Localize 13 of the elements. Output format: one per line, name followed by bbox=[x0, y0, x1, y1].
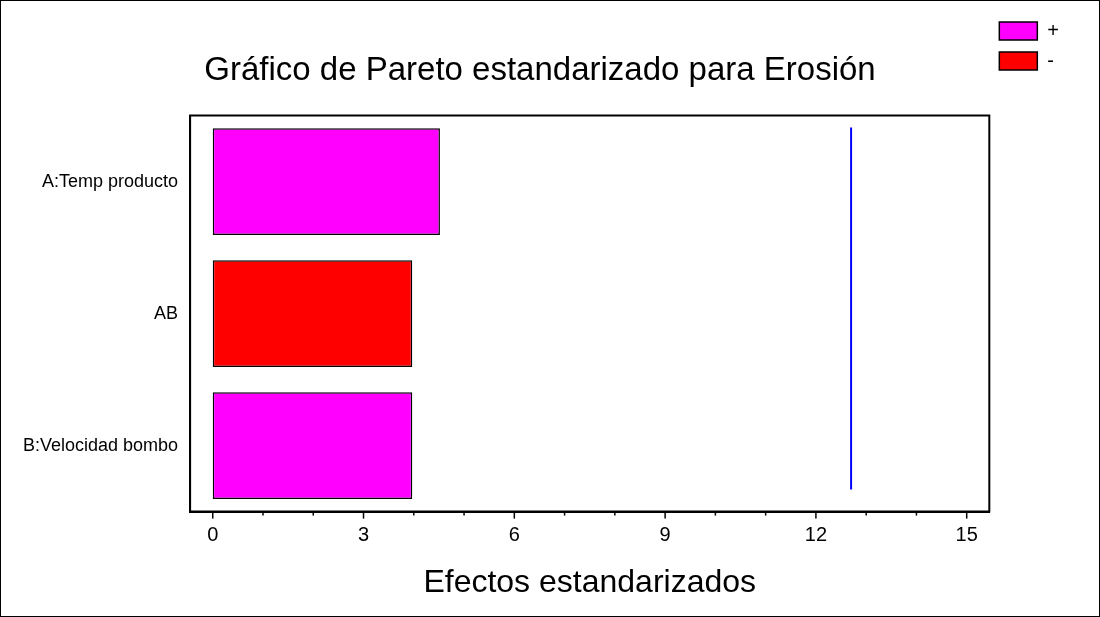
legend-label: + bbox=[1047, 18, 1060, 41]
x-axis-title: Efectos estandarizados bbox=[423, 562, 757, 599]
x-tick-label: 12 bbox=[804, 523, 828, 546]
x-tick-label: 6 bbox=[508, 523, 520, 546]
x-tick-label: 3 bbox=[357, 523, 370, 546]
y-tick-label: B:Velocidad bombo bbox=[23, 434, 179, 455]
x-tick-label: 9 bbox=[659, 523, 671, 546]
chart-title: Gráfico de Pareto estandarizado para Erosión bbox=[204, 49, 876, 87]
y-tick-label: A:Temp producto bbox=[42, 170, 179, 191]
y-tick-label: AB bbox=[154, 302, 179, 323]
x-tick-label: 15 bbox=[955, 523, 978, 546]
x-tick-label: 0 bbox=[207, 523, 219, 546]
legend-label: - bbox=[1047, 48, 1054, 71]
